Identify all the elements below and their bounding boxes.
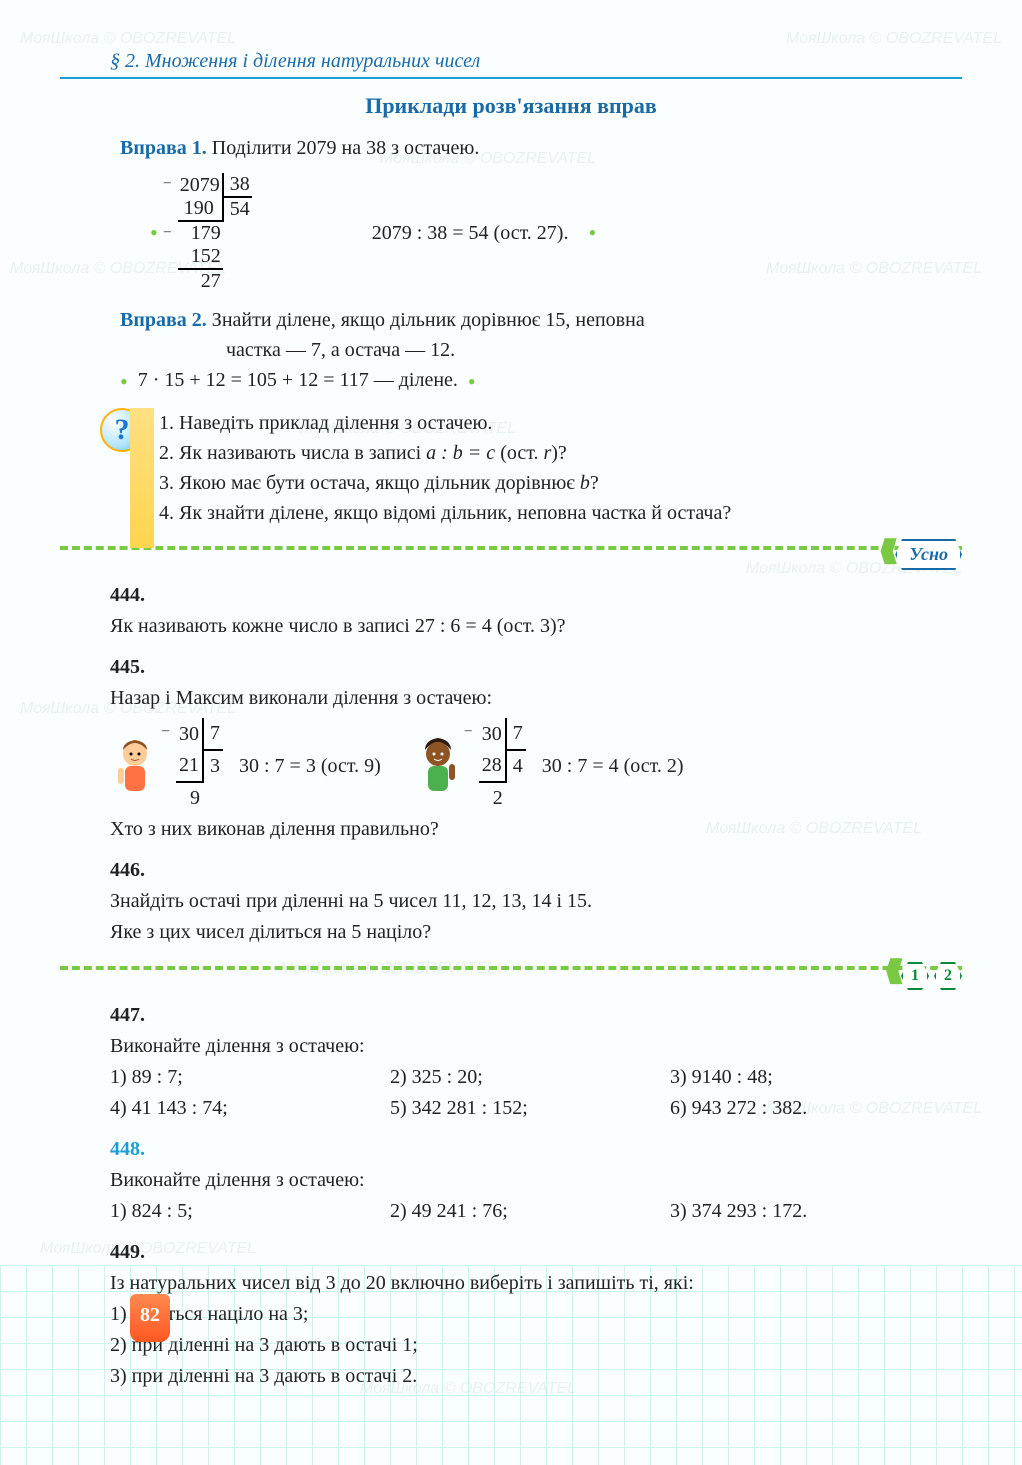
ex2-text1: Знайти ділене, якщо дільник дорівнює 15,…	[212, 309, 645, 331]
green-bullet: •	[120, 369, 128, 394]
question-list: 1. Наведіть приклад ділення з остачею. 2…	[159, 408, 731, 528]
task-448: 448. Виконайте ділення з остачею: 1) 824…	[110, 1134, 962, 1227]
task-446: 446. Знайдіть остачі при діленні на 5 чи…	[110, 855, 962, 948]
task-text: Назар і Максим виконали ділення з остаче…	[110, 687, 492, 709]
who-question: Хто з них виконав ділення правильно?	[110, 818, 439, 840]
level-badge-row: ⟨⟨⟨⟨ 1 2	[60, 954, 962, 990]
task-num: 444.	[110, 580, 164, 611]
task-num: 449.	[110, 1237, 164, 1268]
usno-badge: Усно	[895, 539, 962, 570]
line2: Яке з цих чисел ділиться на 5 націло?	[110, 921, 431, 943]
q4: 4. Як знайти ділене, якщо відомі дільник…	[159, 498, 731, 528]
line1: Знайдіть остачі при діленні на 5 чисел 1…	[110, 890, 592, 912]
task-text: Як називають кожне число в записі 27 : 6…	[110, 611, 940, 642]
chevrons-icon: ⟨⟨⟨⟨	[879, 536, 891, 567]
examples-subtitle: Приклади розв'язання вправ	[60, 93, 962, 119]
q3: 3. Якою має бути остача, якщо дільник до…	[159, 468, 731, 498]
result-a: 30 : 7 = 3 (ост. 9)	[239, 751, 381, 782]
chevrons-icon: ⟨⟨⟨⟨	[884, 956, 896, 987]
section-header: § 2. Множення і ділення натуральних чисе…	[60, 20, 962, 79]
item: 3) 374 293 : 172.	[670, 1196, 940, 1227]
boy-avatar-icon	[110, 736, 160, 796]
item: 2) 325 : 20;	[390, 1062, 660, 1093]
item: 1) 824 : 5;	[110, 1196, 380, 1227]
item: 5) 342 281 : 152;	[390, 1093, 660, 1124]
green-bullet: •	[588, 220, 596, 246]
ex2-calc: 7 · 15 + 12 = 105 + 12 = 117 — ділене.	[138, 369, 458, 391]
division-b: 307 284 2	[479, 718, 526, 814]
task-num: 447.	[110, 1000, 164, 1031]
green-bullet: •	[468, 369, 476, 394]
boy2-avatar-icon	[413, 736, 463, 796]
ex1-text: Поділити 2079 на 38 з остачею.	[212, 137, 480, 159]
yellow-sidebar	[130, 408, 154, 548]
item: 4) 41 143 : 74;	[110, 1093, 380, 1124]
item: 3) 9140 : 48;	[670, 1062, 940, 1093]
item: 3) при діленні на 3 дають в остачі 2.	[110, 1365, 417, 1387]
ex2-text2: частка — 7, а остача — 12.	[226, 335, 455, 365]
item: 2) 49 241 : 76;	[390, 1196, 660, 1227]
task-num: 446.	[110, 855, 164, 886]
ex1-result: 2079 : 38 = 54 (ост. 27).	[372, 222, 569, 245]
green-bullet: •	[150, 220, 158, 246]
task-444: 444. Як називають кожне число в записі 2…	[110, 580, 962, 642]
task-text: Виконайте ділення з остачею:	[110, 1169, 365, 1191]
usno-badge-row: ⟨⟨⟨⟨ Усно	[60, 534, 962, 570]
exercise-2: Вправа 2. Знайти ділене, якщо дільник до…	[120, 305, 962, 398]
item: 1) 89 : 7;	[110, 1062, 380, 1093]
page-number: 82	[130, 1294, 170, 1342]
task-449: 449. Із натуральних чисел від 3 до 20 вк…	[110, 1237, 962, 1392]
ex1-label: Вправа 1.	[120, 137, 207, 159]
q1: 1. Наведіть приклад ділення з остачею.	[159, 408, 731, 438]
task-447: 447. Виконайте ділення з остачею: 1) 89 …	[110, 1000, 962, 1124]
exercise-1: Вправа 1. Поділити 2079 на 38 з остачею.	[120, 133, 962, 163]
long-division-1: 2079 38 19054 179 152 27	[178, 173, 252, 293]
task-445: 445. Назар і Максим виконали ділення з о…	[110, 652, 962, 845]
task-num: 448.	[110, 1134, 164, 1165]
item: 6) 943 272 : 382.	[670, 1093, 940, 1124]
level-2-badge: 2	[934, 962, 962, 990]
result-b: 30 : 7 = 4 (ост. 2)	[542, 751, 684, 782]
task-text: Виконайте ділення з остачею:	[110, 1035, 365, 1057]
division-a: 307 213 9	[176, 718, 223, 814]
level-1-badge: 1	[901, 962, 929, 990]
task-text: Із натуральних чисел від 3 до 20 включно…	[110, 1272, 694, 1294]
q2: 2. Як називають числа в записі a : b = c…	[159, 438, 731, 468]
ex2-label: Вправа 2.	[120, 309, 207, 331]
task-num: 445.	[110, 652, 164, 683]
